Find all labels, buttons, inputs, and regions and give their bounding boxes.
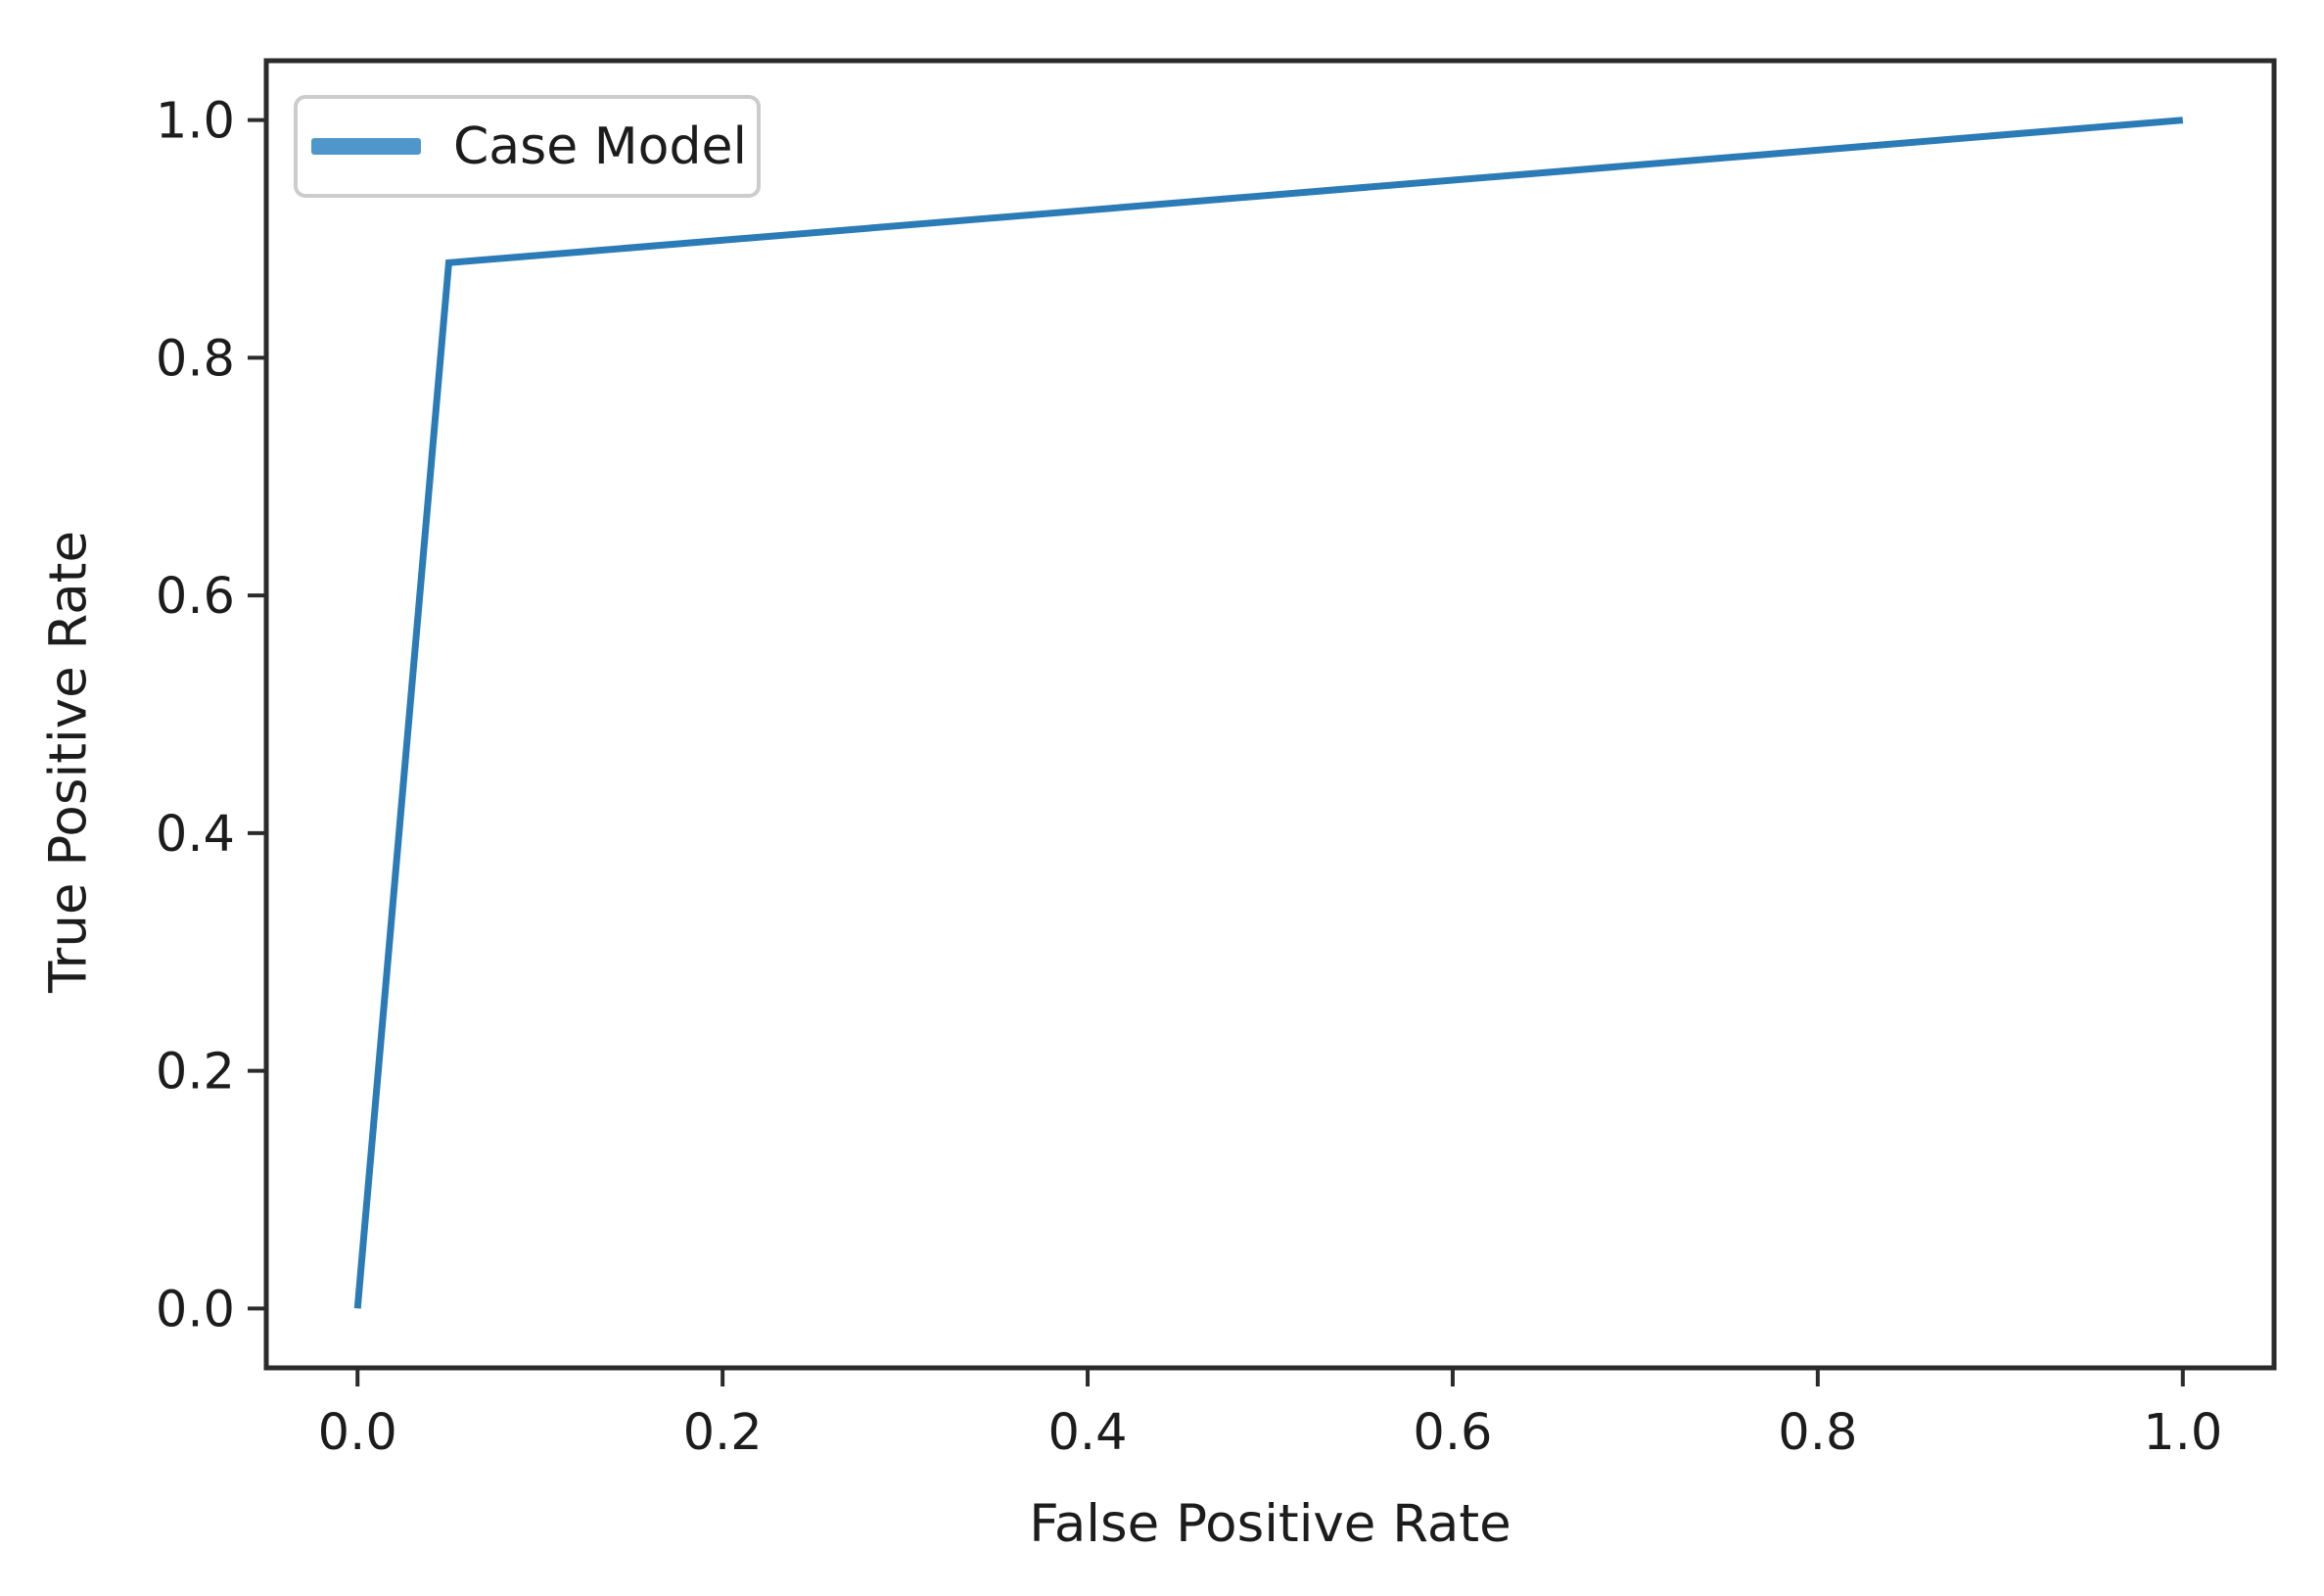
- y-tick-label: 0.0: [156, 1281, 235, 1338]
- y-axis-label: True Positive Rate: [38, 530, 99, 994]
- x-tick-label: 1.0: [2143, 1404, 2222, 1462]
- y-tick-label: 0.4: [156, 806, 235, 864]
- legend-line-swatch: [311, 138, 421, 155]
- y-tick-label: 0.8: [156, 330, 235, 388]
- y-tick-label: 0.6: [156, 568, 235, 626]
- x-tick-label: 0.0: [318, 1404, 397, 1462]
- x-axis-label: False Positive Rate: [1029, 1494, 1511, 1554]
- x-tick-label: 0.8: [1778, 1404, 1857, 1462]
- legend-series-label: Case Model: [453, 117, 747, 176]
- roc-curve-line: [353, 117, 2184, 1309]
- x-tick-label: 0.2: [683, 1404, 763, 1462]
- x-tick-label: 0.6: [1413, 1404, 1492, 1462]
- plot-spines: [263, 58, 2277, 1371]
- legend-box: Case Model: [294, 95, 761, 198]
- x-tick-label: 0.4: [1047, 1404, 1127, 1462]
- y-tick-label: 1.0: [156, 93, 235, 151]
- y-tick-label: 0.2: [156, 1044, 235, 1102]
